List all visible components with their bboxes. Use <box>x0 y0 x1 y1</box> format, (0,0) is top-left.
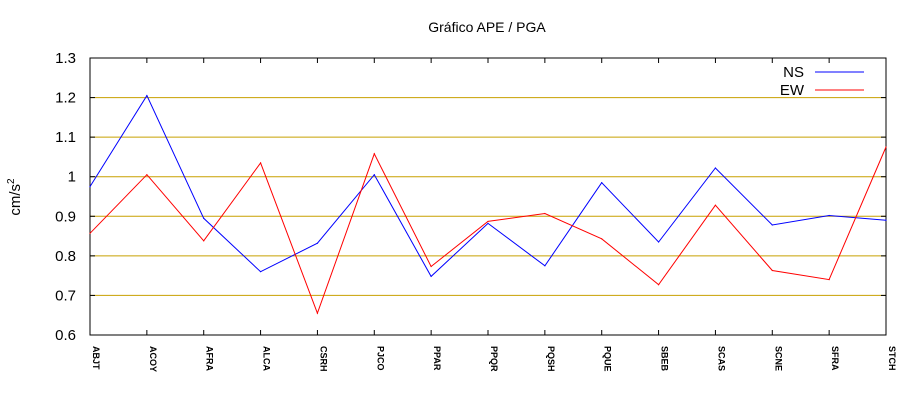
x-axis: ABJT ACOY AFRA ALCA CSRH PJCO PPAR PPQR PQSH PQUE… <box>89 58 897 372</box>
y-axis-label: cm/s2 <box>6 178 24 216</box>
legend-label-ns: NS <box>783 64 804 81</box>
x-tick-label: ABJT <box>91 346 101 370</box>
y-tick-label: 0.6 <box>55 327 76 344</box>
data-point-ns <box>89 186 91 188</box>
x-tick-label: CSRH <box>318 346 328 372</box>
x-tick-label: SFRA <box>830 346 840 371</box>
data-point-ew <box>487 220 489 223</box>
data-point-ns <box>373 174 375 176</box>
data-point-ns <box>885 219 887 221</box>
data-point-ew <box>657 284 660 286</box>
data-point-ns <box>487 222 489 225</box>
data-point-ew <box>373 153 375 155</box>
x-tick-label: AFRA <box>205 346 215 371</box>
x-tick-label: PQSH <box>546 346 556 372</box>
grid <box>90 97 886 296</box>
y-axis-label-superscript: 2 <box>6 178 17 184</box>
y-tick-label: 1.2 <box>55 90 76 107</box>
data-point-ns <box>828 214 830 217</box>
y-tick-label: 0.7 <box>55 287 76 304</box>
data-point-ew <box>544 212 546 215</box>
chart-title: Gráfico APE / PGA <box>428 19 546 35</box>
x-tick-label: SBEB <box>660 346 670 372</box>
y-tick-label: 0.9 <box>55 208 76 225</box>
series-line-ew <box>89 146 887 315</box>
y-tick-label: 1 <box>68 169 76 186</box>
data-point-ew <box>89 232 91 234</box>
data-point-ew <box>259 162 262 164</box>
data-point-ew <box>316 312 319 314</box>
x-tick-label: PPAR <box>432 346 442 371</box>
y-tick-label: 0.8 <box>55 248 76 265</box>
data-point-ew <box>601 238 603 240</box>
data-point-ew <box>203 240 205 242</box>
series-lines <box>89 94 887 315</box>
data-point-ns <box>771 224 773 226</box>
y-axis: 0.6 0.7 0.8 0.9 1 1.1 1.2 1.3 <box>55 50 886 344</box>
x-tick-label: PPQR <box>489 346 499 372</box>
series-line-ns <box>89 94 887 278</box>
data-point-ns <box>259 271 262 273</box>
data-point-ns <box>714 167 717 169</box>
data-point-ns <box>203 217 205 219</box>
plot-frame <box>89 57 887 336</box>
data-point-ns <box>316 242 319 244</box>
x-tick-label: SCNE <box>773 346 783 371</box>
data-point-ns <box>430 275 432 278</box>
data-point-ns <box>544 265 546 267</box>
data-point-ns <box>146 94 148 97</box>
data-point-ew <box>828 279 830 281</box>
x-tick-label: SCAS <box>716 346 726 371</box>
y-tick-label: 1.1 <box>55 129 76 146</box>
x-tick-label: ALCA <box>262 346 272 371</box>
x-tick-label: ACOY <box>148 346 158 372</box>
data-point-ew <box>771 269 773 272</box>
x-tick-label: PJCO <box>375 346 385 371</box>
data-point-ns <box>657 241 660 243</box>
legend-label-ew: EW <box>780 82 805 99</box>
x-tick-label: STCH <box>887 346 897 371</box>
x-tick-label: PQUE <box>603 346 613 372</box>
y-tick-label: 1.3 <box>55 50 76 67</box>
data-point-ew <box>146 174 148 176</box>
data-point-ew <box>430 265 432 268</box>
data-point-ew <box>714 204 717 206</box>
y-axis-label-text: cm/s <box>7 184 24 216</box>
data-point-ew <box>885 146 887 148</box>
data-point-ns <box>601 182 603 184</box>
